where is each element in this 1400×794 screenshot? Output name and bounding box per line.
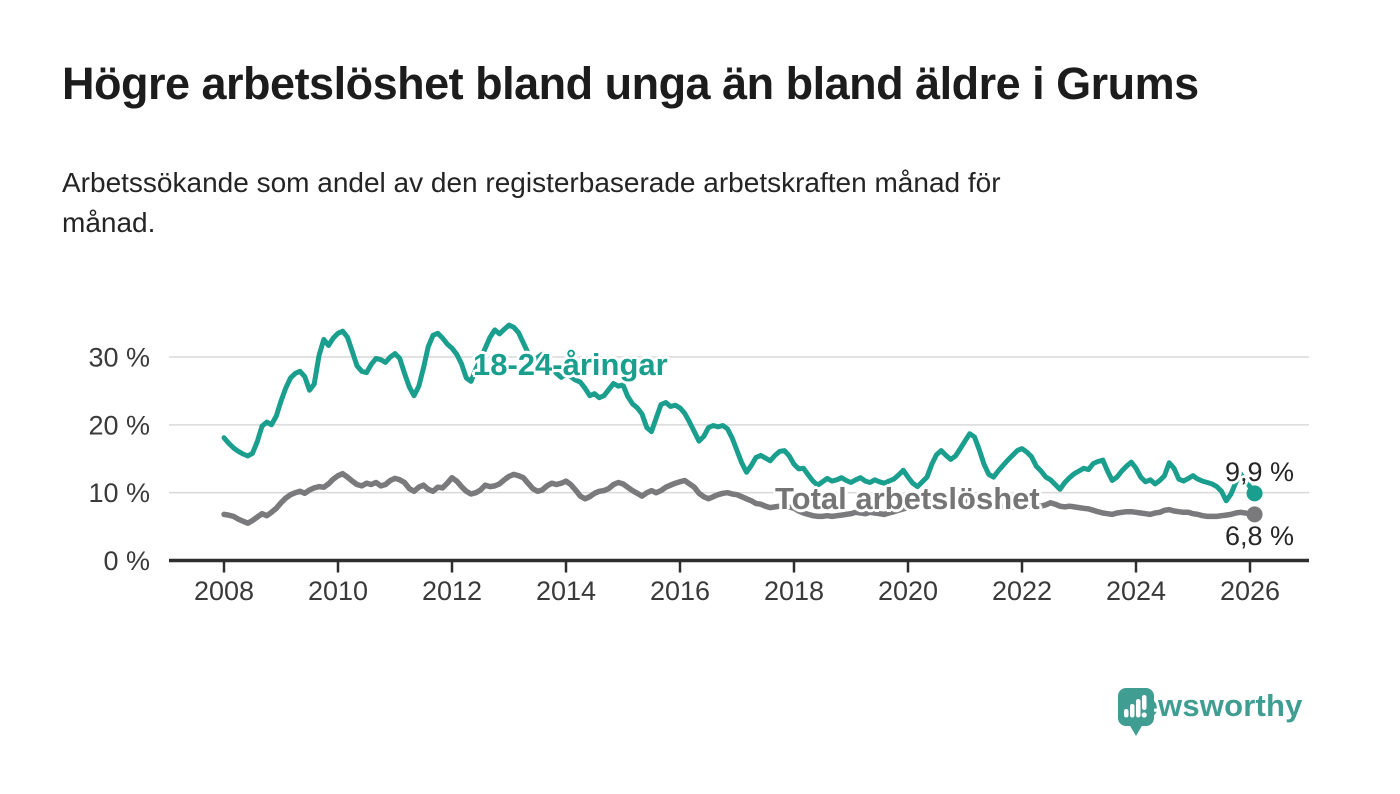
- x-tick-label: 2016: [650, 576, 710, 606]
- x-tick-label: 2018: [764, 576, 824, 606]
- bar-chart-speech-bubble-icon: [1118, 688, 1154, 736]
- chart-subtitle: Arbetssökande som andel av den registerb…: [62, 163, 1312, 243]
- latest-value-label-total: 6,8 %: [1225, 521, 1295, 551]
- x-tick-label: 2024: [1106, 576, 1166, 606]
- x-tick-label: 2014: [536, 576, 596, 606]
- series-label-young: 18-24-åringar: [473, 347, 668, 382]
- chart-subtitle-line-2: månad.: [62, 207, 156, 238]
- latest-value-label-young: 9,9 %: [1225, 457, 1295, 487]
- series-line-young: [221, 322, 1258, 504]
- newsworthy-logo[interactable]: Newsworthy: [1118, 688, 1303, 736]
- x-tick-label: 2020: [878, 576, 938, 606]
- latest-point-dot-total: [1246, 506, 1263, 523]
- x-tick-label: 2012: [422, 576, 482, 606]
- y-tick-label: 30 %: [88, 343, 150, 373]
- latest-point-dot-young: [1246, 485, 1263, 502]
- y-tick-label: 10 %: [88, 478, 150, 508]
- x-tick-label: 2022: [992, 576, 1052, 606]
- x-tick-label: 2026: [1220, 576, 1280, 606]
- y-tick-label: 0 %: [103, 546, 150, 576]
- y-tick-label: 20 %: [88, 410, 150, 440]
- series-label-total: Total arbetslöshet: [775, 481, 1040, 516]
- chart-title: Högre arbetslöshet bland unga än bland ä…: [62, 58, 1199, 109]
- chart-subtitle-line-1: Arbetssökande som andel av den registerb…: [62, 167, 1001, 198]
- x-tick-label: 2008: [194, 576, 254, 606]
- series-line-total: [221, 470, 1258, 526]
- x-tick-label: 2010: [308, 576, 368, 606]
